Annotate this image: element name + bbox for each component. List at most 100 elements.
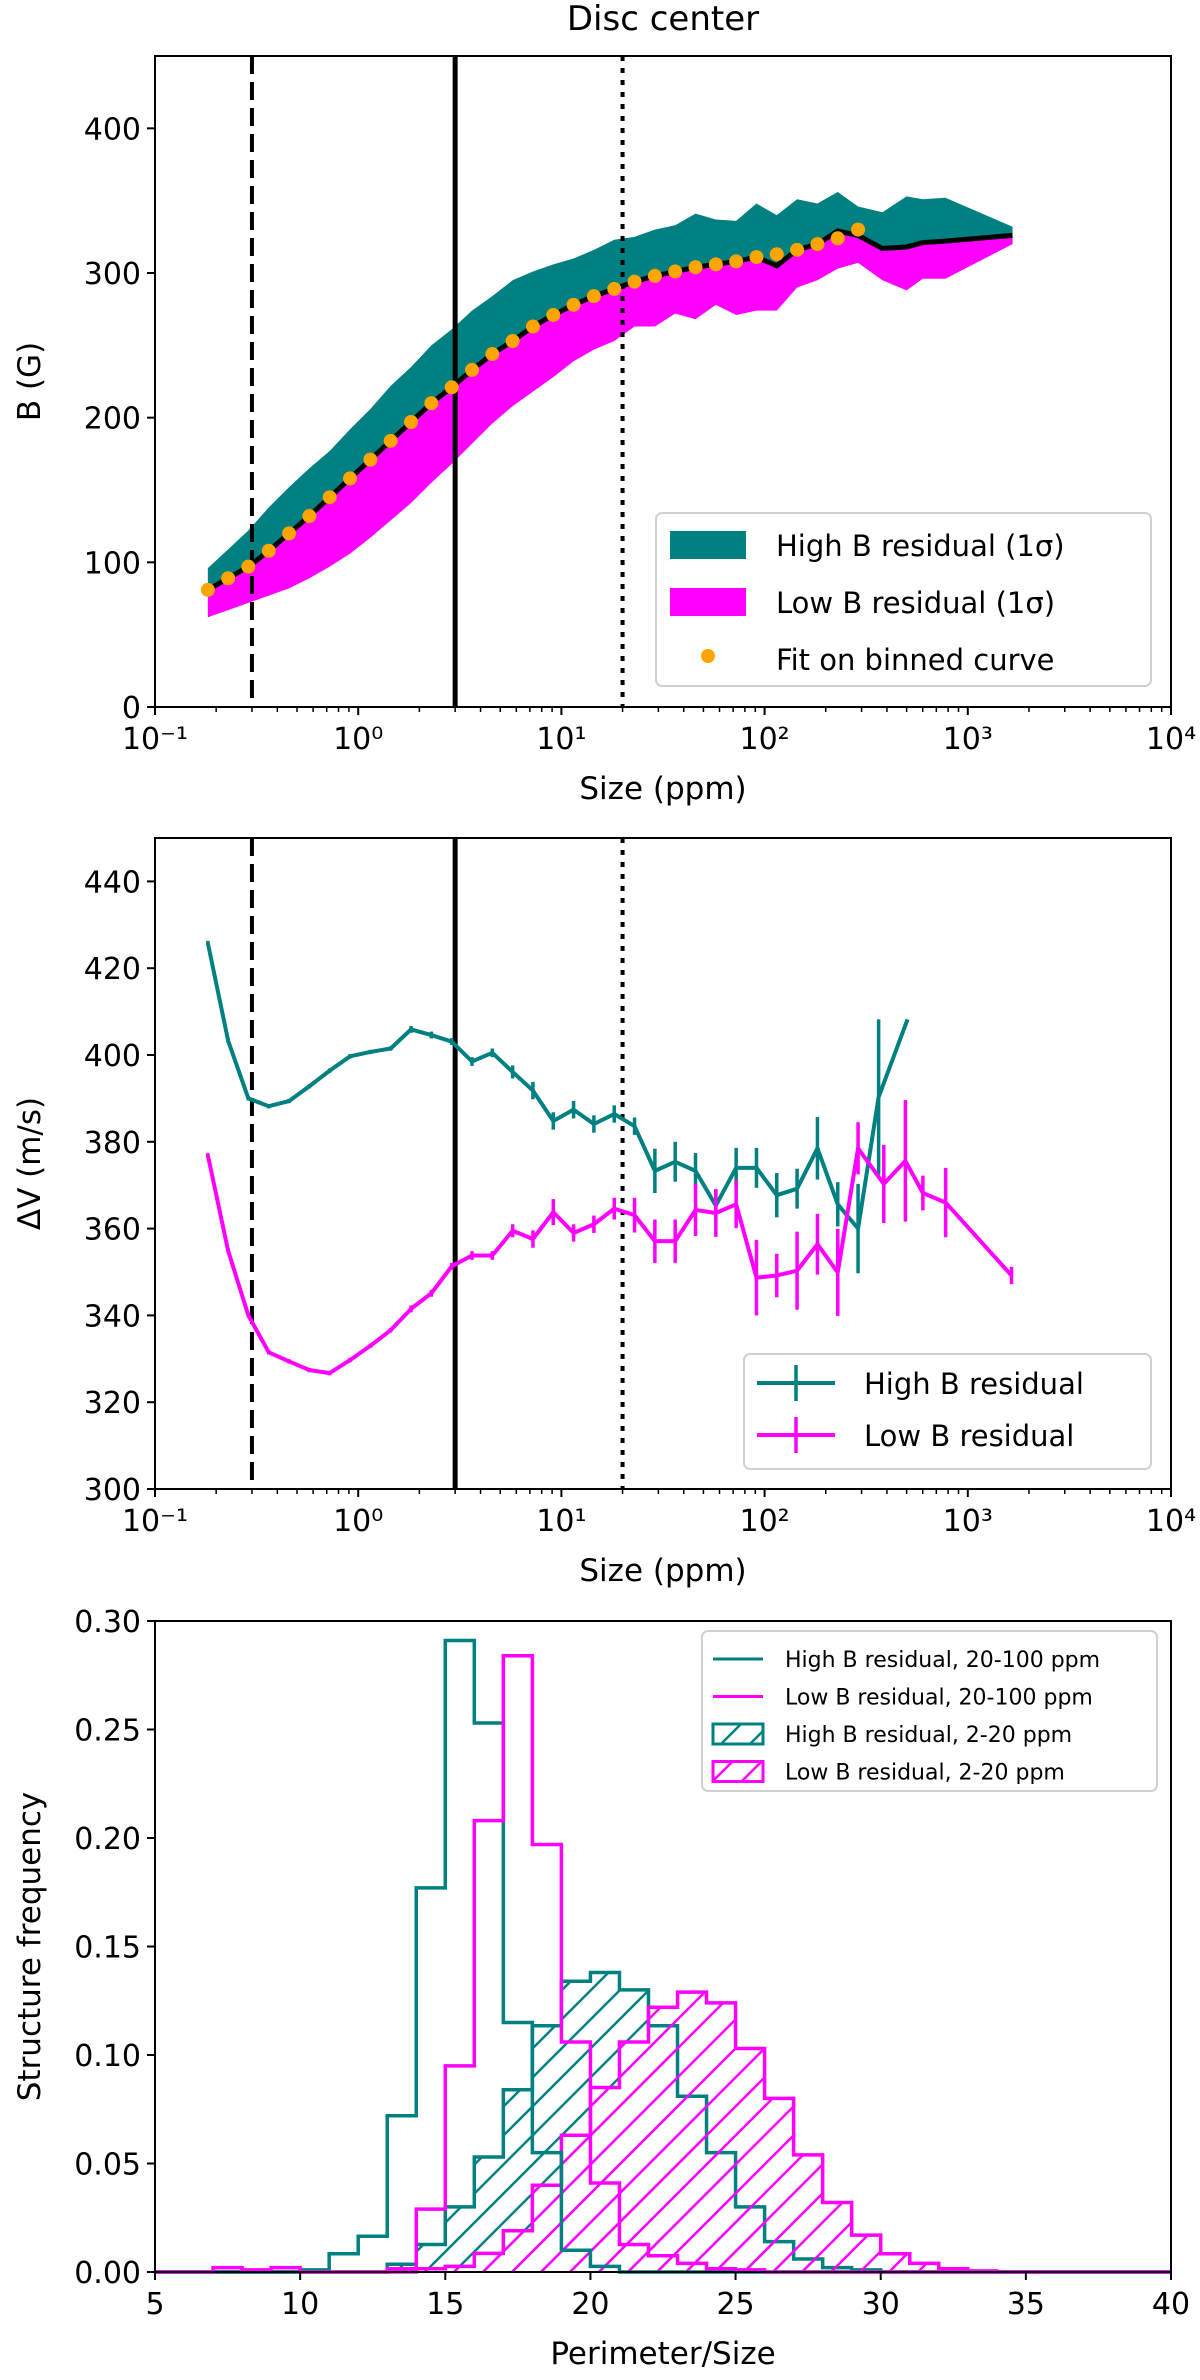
fit-point	[729, 254, 744, 269]
panel-perimeter-histogram: 5 10 15 20 25 30 35 40 0.00 0.05 0.10 0.15 0.20 0.25 0…	[12, 1605, 1190, 2372]
y-tick-label: 0.10	[74, 2039, 141, 2074]
fit-point	[546, 307, 561, 322]
panel-magnetic-field: 10⁻¹ 10⁰ 10¹ 10² 10³ 10⁴ 0 100 200 300 400 Size (pp…	[12, 55, 1196, 807]
x-axis-label: Size (ppm)	[579, 771, 746, 807]
y-tick-label: 0.25	[74, 1714, 141, 1749]
x-tick-label: 10⁻¹	[122, 722, 188, 757]
y-tick-label: 0.05	[74, 2148, 141, 2183]
fit-point	[261, 543, 276, 558]
y-tick-label: 0.15	[74, 1931, 141, 1966]
legend-marker-fit	[701, 649, 715, 663]
y-tick-label: 200	[84, 402, 141, 437]
fit-point	[444, 380, 459, 395]
fit-point	[647, 268, 662, 283]
legend-swatch-hatched	[711, 1760, 765, 1783]
high-b-residual-band	[207, 191, 1013, 590]
y-tick-label: 360	[84, 1213, 141, 1248]
legend-swatch-hatched	[711, 1722, 765, 1746]
x-tick-label: 20	[571, 2287, 609, 2322]
fit-point	[221, 571, 236, 586]
y-tick-label: 440	[84, 865, 141, 900]
legend-label: High B residual	[864, 1367, 1084, 1401]
fit-point	[851, 222, 866, 237]
x-tick-label: 10⁴	[1146, 722, 1196, 757]
fit-point	[424, 396, 439, 411]
y-tick-label: 340	[84, 1299, 141, 1334]
legend-label: Low B residual	[864, 1419, 1074, 1453]
legend: High B residual Low B residual	[743, 1353, 1152, 1470]
y-tick-label: 320	[84, 1386, 141, 1421]
y-tick-label: 100	[84, 546, 141, 581]
x-tick-label: 10³	[943, 722, 993, 757]
y-tick-label: 400	[84, 112, 141, 147]
y-tick-label: 0.30	[74, 1605, 141, 1640]
legend-label: Low B residual, 20-100 ppm	[785, 1686, 1093, 1711]
fit-point	[688, 260, 703, 275]
fit-point	[627, 274, 642, 289]
axes-frame	[154, 837, 1172, 1490]
y-axis-label: Structure frequency	[12, 1792, 48, 2102]
x-tick-label: 30	[862, 2287, 900, 2322]
histogram-hatched-low	[155, 1990, 1171, 2274]
fit-point	[525, 319, 540, 334]
fit-point	[383, 433, 398, 448]
legend-label: High B residual (1σ)	[776, 529, 1065, 563]
y-tick-label: 0	[122, 691, 141, 726]
low-b-residual-series	[205, 1100, 1014, 1376]
fit-point	[790, 242, 805, 257]
x-axis-label: Size (ppm)	[579, 1553, 746, 1589]
low-b-residual-band	[207, 231, 1013, 618]
y-tick-label: 300	[84, 1473, 141, 1508]
x-tick-label: 10¹	[536, 1504, 586, 1539]
fit-point	[464, 362, 479, 377]
legend-box	[701, 1630, 1158, 1792]
fit-point	[668, 264, 683, 279]
x-tick-label: 10³	[943, 1504, 993, 1539]
fit-point	[322, 490, 337, 505]
fit-point	[302, 509, 317, 524]
y-tick-label: 0.20	[74, 1822, 141, 1857]
x-tick-label: 10	[281, 2287, 319, 2322]
y-tick-label: 300	[84, 257, 141, 292]
fit-point	[200, 582, 215, 597]
fit-point	[566, 297, 581, 312]
x-tick-label: 10²	[739, 722, 789, 757]
x-tick-label: 10²	[739, 1504, 789, 1539]
fit-point	[282, 526, 297, 541]
legend-label: Low B residual, 2-20 ppm	[785, 1761, 1065, 1786]
y-tick-label: 400	[84, 1039, 141, 1074]
legend: High B residual (1σ) Low B residual (1σ) F…	[655, 512, 1152, 687]
legend-label: High B residual, 2-20 ppm	[785, 1723, 1072, 1748]
fit-point	[607, 281, 622, 296]
y-axis-label: ΔV (m/s)	[12, 1097, 48, 1230]
x-tick-label: 10⁴	[1146, 1504, 1196, 1539]
fit-point	[485, 347, 500, 362]
fit-point	[363, 452, 378, 467]
fit-point	[505, 333, 520, 348]
fit-point	[586, 289, 601, 304]
fit-point	[830, 231, 845, 246]
x-tick-label: 10⁰	[333, 1504, 383, 1539]
fit-point	[404, 415, 419, 430]
legend-box	[655, 512, 1152, 687]
legend-swatch-high	[670, 531, 746, 559]
x-tick-label: 25	[716, 2287, 754, 2322]
x-tick-label: 10¹	[536, 722, 586, 757]
x-tick-label: 10⁻¹	[122, 1504, 188, 1539]
chart-title: Disc center	[567, 0, 759, 39]
fit-point	[241, 559, 256, 574]
legend: High B residual, 20-100 ppm Low B residua…	[701, 1630, 1158, 1792]
fit-point	[769, 247, 784, 262]
high-b-residual-series	[205, 940, 910, 1274]
y-tick-label: 420	[84, 952, 141, 987]
x-axis-label: Perimeter/Size	[550, 2336, 775, 2372]
y-tick-label: 380	[84, 1126, 141, 1161]
fit-point	[708, 257, 723, 272]
legend-label: High B residual, 20-100 ppm	[785, 1648, 1100, 1673]
axes-frame	[154, 55, 1172, 708]
x-tick-label: 40	[1152, 2287, 1190, 2322]
x-tick-label: 35	[1007, 2287, 1045, 2322]
fit-point	[749, 250, 764, 265]
panel-velocity-difference: 10⁻¹ 10⁰ 10¹ 10² 10³ 10⁴ 300 320 340 360 380 400 420…	[12, 837, 1196, 1589]
